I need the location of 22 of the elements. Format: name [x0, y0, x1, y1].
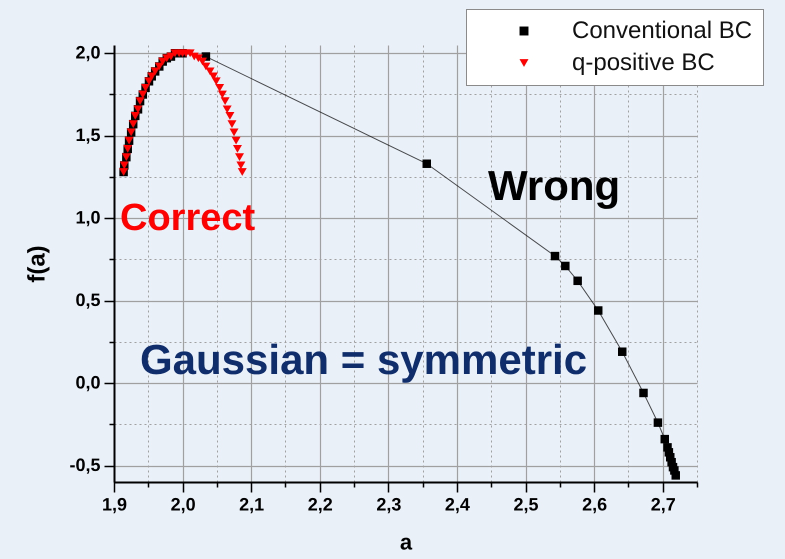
- y-tick-label: 1,5: [75, 125, 100, 146]
- x-axis-title: a: [400, 530, 413, 554]
- annotation: Wrong: [488, 162, 620, 209]
- annotation: Correct: [120, 197, 256, 239]
- x-tick-label: 2,2: [308, 494, 333, 514]
- x-tick-label: 2,5: [514, 494, 539, 514]
- y-axis-title: f(a): [23, 245, 50, 283]
- x-tick-label: 2,1: [239, 494, 264, 514]
- x-tick-label: 2,3: [376, 494, 402, 514]
- y-tick-label: 0,5: [75, 290, 100, 310]
- x-tick-label: 2,6: [582, 494, 608, 514]
- x-tick-label: 1,9: [102, 494, 128, 514]
- annotation: Gaussian = symmetric: [140, 336, 588, 383]
- x-tick-label: 2,7: [650, 494, 676, 514]
- legend-label: Conventional BC: [572, 17, 752, 44]
- y-tick-label: -0,5: [69, 455, 100, 476]
- y-tick-label: 0,0: [75, 372, 100, 393]
- y-tick-label: 1,0: [75, 208, 100, 228]
- legend-label: q-positive BC: [572, 49, 715, 76]
- x-tick-label: 2,4: [444, 494, 470, 514]
- x-tick-label: 2,0: [170, 494, 196, 514]
- y-tick-label: 2,0: [75, 42, 100, 63]
